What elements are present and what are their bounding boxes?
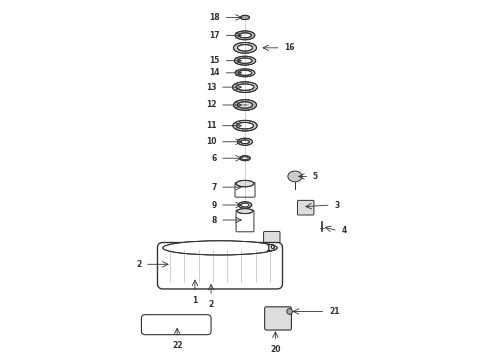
FancyBboxPatch shape [142, 315, 211, 335]
Text: 4: 4 [342, 226, 347, 235]
Ellipse shape [240, 156, 250, 161]
Ellipse shape [233, 100, 257, 111]
Ellipse shape [238, 58, 252, 63]
Ellipse shape [288, 171, 302, 182]
Text: 2: 2 [208, 300, 214, 309]
Text: 5: 5 [313, 172, 318, 181]
FancyBboxPatch shape [235, 183, 255, 197]
Text: 1: 1 [193, 296, 197, 305]
Text: 13: 13 [206, 83, 217, 92]
Ellipse shape [163, 241, 277, 255]
FancyBboxPatch shape [297, 201, 314, 215]
Ellipse shape [232, 82, 258, 93]
Text: 6: 6 [211, 154, 217, 163]
Ellipse shape [241, 15, 249, 19]
Circle shape [287, 309, 293, 314]
Text: 11: 11 [206, 121, 217, 130]
Ellipse shape [233, 120, 257, 131]
Text: 18: 18 [209, 13, 220, 22]
Ellipse shape [237, 208, 253, 213]
Ellipse shape [239, 33, 251, 38]
Text: 20: 20 [270, 345, 281, 354]
Ellipse shape [235, 69, 255, 77]
Ellipse shape [236, 84, 254, 90]
Ellipse shape [236, 180, 254, 187]
Ellipse shape [242, 157, 248, 159]
FancyBboxPatch shape [265, 307, 292, 330]
Text: 21: 21 [329, 307, 340, 316]
Ellipse shape [241, 203, 249, 207]
Text: 17: 17 [209, 31, 220, 40]
FancyBboxPatch shape [157, 243, 283, 289]
Ellipse shape [237, 122, 253, 129]
Ellipse shape [238, 138, 252, 145]
Text: 2: 2 [136, 260, 142, 269]
Ellipse shape [238, 202, 252, 208]
Ellipse shape [238, 102, 252, 108]
Text: 8: 8 [211, 216, 217, 225]
Text: 19: 19 [266, 244, 276, 253]
Ellipse shape [235, 31, 255, 40]
Text: 10: 10 [206, 137, 217, 146]
Text: 15: 15 [210, 56, 220, 65]
Text: 12: 12 [206, 100, 217, 109]
Text: 9: 9 [211, 201, 217, 210]
FancyBboxPatch shape [236, 210, 254, 232]
Ellipse shape [241, 140, 249, 144]
Text: 14: 14 [210, 68, 220, 77]
Text: 16: 16 [284, 43, 295, 52]
Text: 22: 22 [172, 342, 182, 351]
Ellipse shape [238, 70, 252, 75]
Ellipse shape [238, 45, 252, 51]
Ellipse shape [233, 42, 257, 53]
Ellipse shape [234, 56, 256, 65]
FancyBboxPatch shape [264, 231, 280, 243]
Text: 7: 7 [211, 183, 217, 192]
Text: 3: 3 [334, 201, 340, 210]
